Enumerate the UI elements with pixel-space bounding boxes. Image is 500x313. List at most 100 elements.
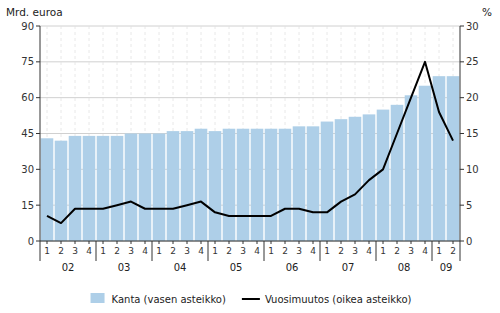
x-tick	[313, 241, 314, 244]
group-label: 02	[62, 262, 75, 273]
x-tick-label: 2	[114, 246, 120, 256]
x-tick	[229, 241, 230, 244]
x-tick-label: 2	[170, 246, 176, 256]
y-tick-label: 15	[21, 200, 34, 211]
x-tick	[453, 241, 454, 244]
x-tick	[145, 241, 146, 244]
x-tick-label: 1	[156, 246, 162, 256]
x-tick	[201, 241, 202, 244]
x-tick-label: 2	[450, 246, 456, 256]
grid	[40, 26, 460, 241]
group-label: 05	[230, 262, 243, 273]
bar	[209, 131, 222, 241]
group-label: 07	[342, 262, 355, 273]
y-tick	[36, 26, 40, 27]
legend-label: Vuosimuutos (oikea asteikko)	[265, 294, 412, 305]
bar	[349, 117, 362, 241]
x-tick-label: 1	[380, 246, 386, 256]
group-boundary	[152, 241, 153, 261]
x-tick-label: 2	[282, 246, 288, 256]
x-tick-label: 1	[100, 246, 106, 256]
bar	[419, 86, 432, 241]
x-tick-label: 4	[366, 246, 372, 256]
bar	[377, 110, 390, 241]
bar	[153, 134, 166, 242]
x-tick-label: 1	[268, 246, 274, 256]
x-tick	[383, 241, 384, 244]
x-tick	[341, 241, 342, 244]
bar	[307, 126, 320, 241]
x-tick-label: 1	[324, 246, 330, 256]
legend-label: Kanta (vasen asteikko)	[112, 294, 226, 305]
y-tick-label: 75	[21, 56, 34, 67]
x-tick	[285, 241, 286, 244]
y-tick	[36, 61, 40, 62]
y2-tick	[460, 133, 464, 134]
bar	[265, 129, 278, 241]
x-tick	[355, 241, 356, 244]
y2-tick-label: 30	[466, 21, 479, 32]
bar	[181, 131, 194, 241]
y2-tick-label: 5	[466, 200, 472, 211]
x-tick	[215, 241, 216, 244]
x-tick-label: 3	[296, 246, 302, 256]
x-tick-label: 3	[408, 246, 414, 256]
y2-tick	[460, 205, 464, 206]
x-tick-label: 2	[226, 246, 232, 256]
legend-swatch	[91, 293, 105, 303]
x-tick-label: 2	[394, 246, 400, 256]
x-tick-label: 4	[254, 246, 260, 256]
group-label: 09	[440, 262, 453, 273]
x-tick	[327, 241, 328, 244]
y2-tick	[460, 97, 464, 98]
y2-tick-label: 0	[466, 236, 472, 247]
bar	[391, 105, 404, 241]
plot-marks	[41, 62, 460, 241]
x-tick	[103, 241, 104, 244]
x-tick	[397, 241, 398, 244]
bar	[237, 129, 250, 241]
bar	[69, 136, 82, 241]
y-tick	[36, 241, 40, 242]
x-tick	[173, 241, 174, 244]
bar	[167, 131, 180, 241]
bar	[55, 141, 68, 241]
x-tick	[131, 241, 132, 244]
group-label: 06	[286, 262, 299, 273]
y-tick-label: 90	[21, 21, 34, 32]
x-tick-label: 3	[128, 246, 134, 256]
y-tick-label: 30	[21, 164, 34, 175]
x-tick-label: 4	[310, 246, 316, 256]
bar	[405, 95, 418, 241]
x-tick	[187, 241, 188, 244]
x-tick-label: 4	[198, 246, 204, 256]
x-tick	[271, 241, 272, 244]
x-tick	[89, 241, 90, 244]
x-tick	[411, 241, 412, 244]
x-tick-label: 3	[240, 246, 246, 256]
bar	[111, 136, 124, 241]
y-axis-label: Mrd. euroa	[6, 6, 63, 18]
x-tick-label: 3	[184, 246, 190, 256]
y2-tick	[460, 169, 464, 170]
group-boundary	[376, 241, 377, 261]
x-tick	[61, 241, 62, 244]
y2-tick-label: 25	[466, 56, 479, 67]
legend-item: Vuosimuutos (oikea asteikko)	[242, 294, 412, 305]
bar	[279, 129, 292, 241]
bar	[251, 129, 264, 241]
axes: 0153045607590051015202530123412341234123…	[21, 21, 478, 274]
y2-tick-label: 15	[466, 128, 479, 139]
line	[47, 62, 453, 223]
bar	[41, 138, 54, 241]
group-boundary	[460, 241, 461, 261]
y2-tick-label: 10	[466, 164, 479, 175]
x-tick-label: 1	[436, 246, 442, 256]
legend: Kanta (vasen asteikko) Vuosimuutos (oikea…	[91, 293, 412, 305]
group-boundary	[432, 241, 433, 261]
y2-axis-label: %	[482, 6, 492, 18]
y-tick-label: 60	[21, 92, 34, 103]
y-tick	[36, 205, 40, 206]
bar	[335, 119, 348, 241]
group-boundary	[208, 241, 209, 261]
